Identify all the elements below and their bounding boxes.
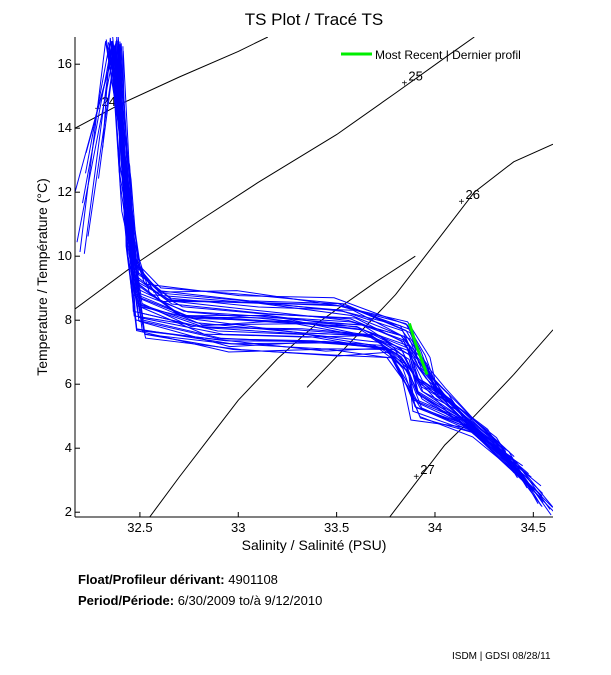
profile-line (117, 42, 542, 487)
density-contour-24 (75, 37, 269, 129)
profile-line (117, 40, 516, 467)
contour-label: 25 (408, 68, 422, 83)
profile-line (112, 37, 515, 457)
contour-label: 26 (465, 187, 479, 202)
y-axis-label: Temperature / Température (°C) (34, 178, 50, 376)
float-id: 4901108 (228, 572, 278, 587)
profile-line (110, 41, 507, 453)
y-tick-label: 10 (58, 248, 72, 263)
x-tick-label: 32.5 (127, 520, 152, 535)
period-separator: to/à (239, 593, 261, 608)
contour-label: 27 (420, 462, 434, 477)
y-tick-label: 8 (65, 312, 72, 327)
x-tick-label: 33.5 (324, 520, 349, 535)
profile-line (115, 41, 523, 467)
density-contour-25 (75, 37, 475, 310)
period-end: 9/12/2010 (264, 593, 323, 608)
x-tick-label: 33 (231, 520, 245, 535)
footer-credit: ISDM | GDSI 08/28/11 (452, 651, 551, 662)
period-label: Period/Période: (78, 593, 175, 608)
density-contours: +24+25+26+27 (75, 37, 553, 517)
y-tick-label: 2 (65, 504, 72, 519)
period-start: 6/30/2009 (177, 593, 236, 608)
y-tick-label: 16 (58, 56, 72, 71)
profile-line (114, 49, 553, 508)
most-recent-line (407, 322, 429, 376)
profile-line (111, 40, 512, 461)
float-label: Float/Profileur dérivant: (78, 572, 225, 587)
y-tick-label: 14 (58, 120, 72, 135)
x-ticks: 32.5 33 33.5 34 34.5 (127, 512, 546, 535)
profile-line (108, 43, 532, 478)
profile-lines (75, 37, 553, 516)
legend: Most Recent | Dernier profil (341, 48, 521, 62)
density-contour-unlabeled (389, 329, 553, 517)
most-recent-profile (407, 322, 429, 376)
period-info: Period/Période: 6/30/2009 to/à 9/12/2010 (78, 593, 322, 608)
y-tick-label: 12 (58, 184, 72, 199)
x-axis-label: Salinity / Salinité (PSU) (242, 537, 387, 553)
y-tick-label: 4 (65, 440, 72, 455)
y-tick-label: 6 (65, 376, 72, 391)
density-contour-27 (149, 255, 416, 517)
profile-line (107, 42, 506, 449)
contour-marker: + (459, 197, 465, 208)
contour-marker: + (402, 78, 408, 89)
axes (74, 37, 553, 518)
profile-line (119, 44, 551, 510)
float-info: Float/Profileur dérivant: 4901108 (78, 572, 278, 587)
profile-line (122, 50, 553, 512)
x-tick-label: 34.5 (521, 520, 546, 535)
x-tick-label: 34 (428, 520, 442, 535)
contour-marker: + (413, 472, 419, 483)
legend-label: Most Recent | Dernier profil (375, 48, 521, 62)
profile-line (79, 41, 507, 452)
y-ticks: 2 4 6 8 10 12 14 16 (58, 56, 80, 519)
chart-title: TS Plot / Tracé TS (245, 10, 384, 29)
